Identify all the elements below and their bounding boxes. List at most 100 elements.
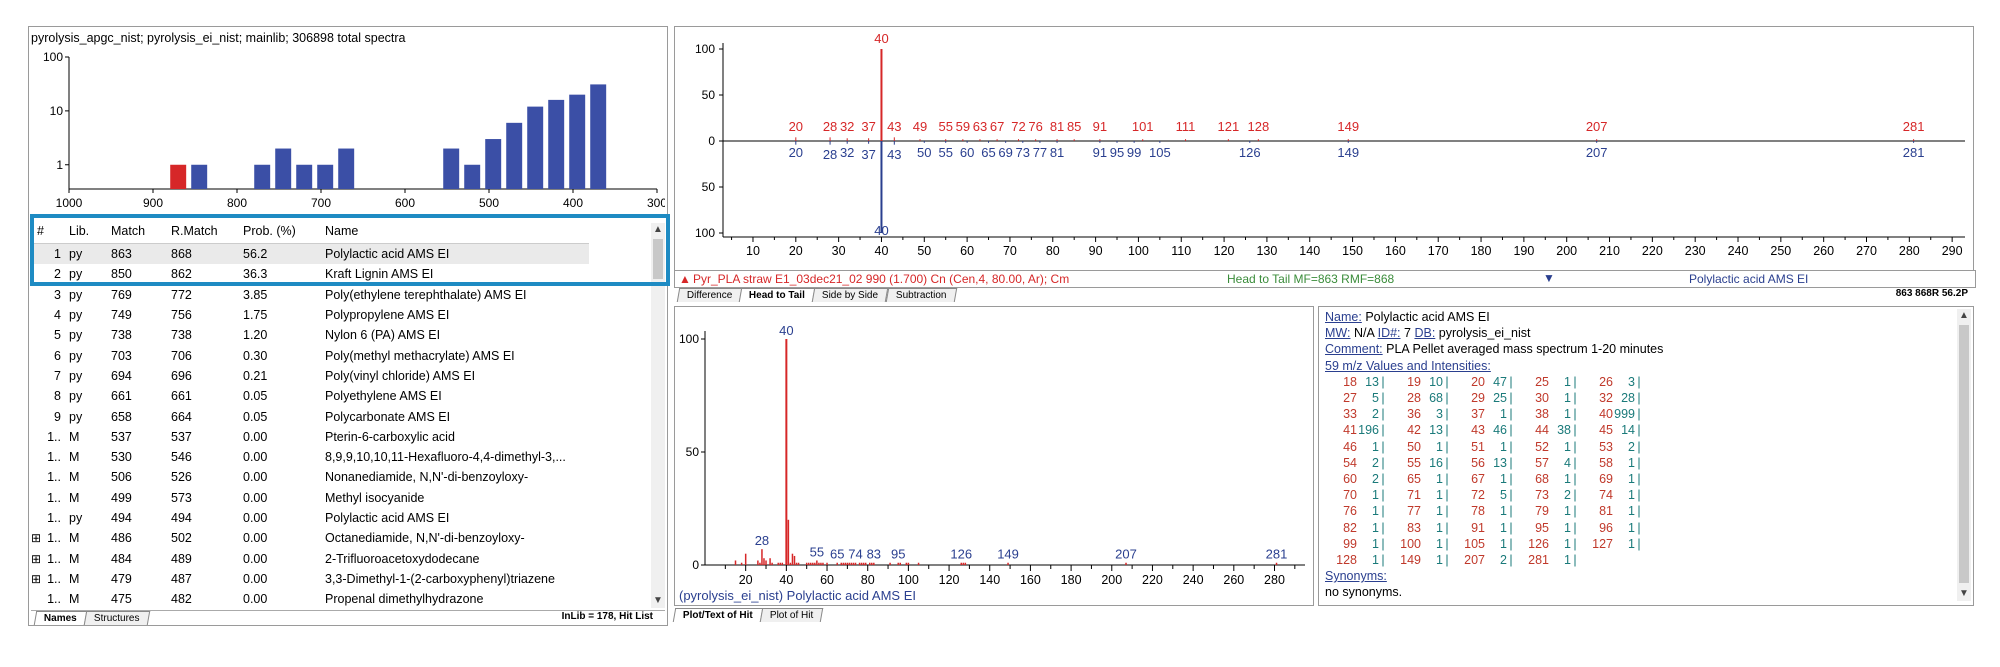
hit-number: 9 — [54, 409, 61, 424]
unknown-peak-label: 28 — [823, 119, 837, 134]
hit-rmatch: 738 — [171, 328, 192, 343]
name-label[interactable]: Name: — [1325, 310, 1362, 324]
hit-match: 738 — [111, 328, 132, 343]
intensity-cell: 72 5 | — [1453, 487, 1517, 503]
hit-row[interactable]: ⊞ 1.. M 486 502 0.00 Octanediamide, N,N'-di-be… — [31, 528, 589, 548]
col-header-name[interactable]: Name — [321, 219, 589, 244]
separator-bar: | — [1381, 439, 1385, 454]
intensity-cell: 45 14 | — [1581, 422, 1645, 438]
intensity-value: 1 — [1628, 472, 1635, 487]
hit-row[interactable]: 1.. py 494 494 0.00 Polylactic acid AMS EI — [33, 508, 589, 528]
tab-head-to-tail[interactable]: Head to Tail — [739, 288, 816, 302]
hit-row[interactable]: 1.. M 530 546 0.00 8,9,9,10,10,11-Hexafluoro-… — [33, 447, 589, 467]
col-header-prob[interactable]: Prob. (%) — [239, 219, 321, 244]
unknown-peak-label: 67 — [990, 119, 1004, 134]
selection-highlight-box — [30, 214, 670, 286]
hit-name: Pterin-6-carboxylic acid — [325, 429, 455, 444]
hit-row[interactable]: 3 py 769 772 3.85 Poly(ethylene terephthalate… — [33, 285, 589, 305]
mz-value: 126 — [1528, 536, 1549, 551]
hit-row[interactable]: 8 py 661 661 0.05 Polyethylene AMS EI — [33, 386, 589, 406]
hit-row[interactable]: 6 py 703 706 0.30 Poly(methyl methacrylate) A… — [33, 345, 589, 365]
hit-row[interactable]: 1.. M 506 526 0.00 Nonanediamide, N,N'-di-ben… — [33, 467, 589, 487]
scroll-down-icon[interactable]: ▼ — [1959, 588, 1969, 599]
intensity-cell: 38 1 | — [1517, 406, 1581, 422]
tab-structures[interactable]: Structures — [83, 611, 150, 625]
hit-prob: 56.2 — [239, 243, 321, 265]
synonyms-label[interactable]: Synonyms: — [1325, 569, 1387, 584]
scroll-down-icon[interactable]: ▼ — [653, 595, 663, 606]
library-peak-label: 32 — [840, 145, 854, 160]
tab-plot-text-of-hit[interactable]: Plot/Text of Hit — [672, 608, 764, 622]
hit-row[interactable]: 1.. M 499 573 0.00 Methyl isocyanide — [33, 488, 589, 508]
scroll-thumb[interactable] — [653, 239, 663, 279]
unknown-peak-label: 81 — [1050, 119, 1064, 134]
mz-value: 45 — [1599, 423, 1613, 438]
library-spectrum-label[interactable]: Polylactic acid AMS EI — [1689, 272, 1809, 286]
col-header-match[interactable]: Match — [107, 219, 167, 244]
tab-side-by-side[interactable]: Side by Side — [812, 288, 889, 302]
hit-row[interactable]: 1.. M 537 537 0.00 Pterin-6-carboxylic acid — [33, 427, 589, 447]
hist-bar — [443, 148, 460, 189]
scroll-thumb[interactable] — [1959, 325, 1969, 583]
intensity-cell: 70 1 | — [1325, 487, 1389, 503]
scroll-up-icon[interactable]: ▲ — [1959, 310, 1969, 321]
intensity-row: 54 2 | 55 16 | 56 13 | 57 4 | 58 1 | — [1325, 455, 1663, 471]
hit-row[interactable]: 4 py 749 756 1.75 Polypropylene AMS EI — [33, 305, 589, 325]
intensity-cell: 95 1 | — [1517, 520, 1581, 536]
unknown-peak-label: 32 — [840, 119, 854, 134]
mw-label[interactable]: MW: — [1325, 326, 1351, 341]
hit-row[interactable]: 1.. M 475 482 0.00 Propenal dimethylhydrazone — [33, 589, 589, 609]
id-label[interactable]: ID#: — [1377, 326, 1401, 341]
comment-label[interactable]: Comment: — [1325, 342, 1383, 357]
mz-value: 25 — [1535, 374, 1549, 389]
values-heading[interactable]: 59 m/z Values and Intensities: — [1325, 358, 1491, 373]
tab-subtraction[interactable]: Subtraction — [885, 288, 957, 302]
intensity-row: 99 1 | 100 1 | 105 1 | 126 1 | 127 1 | — [1325, 536, 1663, 552]
separator-bar: | — [1637, 391, 1641, 406]
tab-names[interactable]: Names — [33, 611, 88, 625]
intensity-cell: 32 28 | — [1581, 390, 1645, 406]
library-dropdown-icon[interactable]: ▼ — [1543, 271, 1555, 285]
hit-row[interactable]: 9 py 658 664 0.05 Polycarbonate AMS EI — [33, 406, 589, 426]
tab-difference[interactable]: Difference — [676, 288, 743, 302]
hit-rmatch: 482 — [171, 592, 192, 607]
hit-number-text: 1.. — [47, 551, 61, 566]
hit-number: 6 — [54, 348, 61, 363]
intensity-row: 46 1 | 50 1 | 51 1 | 52 1 | 53 2 | — [1325, 439, 1663, 455]
hit-peak-label: 126 — [950, 547, 972, 562]
hit-row[interactable]: 5 py 738 738 1.20 Nylon 6 (PA) AMS EI — [33, 325, 589, 345]
tab-plot-of-hit[interactable]: Plot of Hit — [759, 608, 824, 622]
expand-icon[interactable]: ⊞ — [31, 571, 42, 586]
expand-icon[interactable]: ⊞ — [31, 531, 42, 546]
intensity-cell: 37 1 | — [1453, 406, 1517, 422]
separator-bar: | — [1637, 455, 1641, 470]
hit-list-scrollbar[interactable]: ▲ ▼ — [651, 223, 665, 608]
hist-bar — [296, 164, 313, 189]
col-header-lib[interactable]: Lib. — [65, 219, 107, 244]
intensity-value: 999 — [1614, 407, 1635, 422]
intensity-cell: 27 5 | — [1325, 390, 1389, 406]
synonyms-value: no synonyms. — [1325, 585, 1403, 600]
hit-row[interactable]: 2 py 850 862 36.3 Kraft Lignin AMS EI — [33, 264, 589, 284]
unknown-spectrum-label[interactable]: Pyr_PLA straw E1_03dec21_02 990 (1.700) … — [693, 272, 1070, 286]
intensity-cell: 36 3 | — [1389, 406, 1453, 422]
hit-text-scrollbar[interactable]: ▲ ▼ — [1957, 309, 1971, 601]
separator-bar: | — [1445, 423, 1449, 438]
hist-bar — [506, 122, 523, 189]
expand-icon[interactable]: ⊞ — [31, 551, 42, 566]
intensity-cell: 105 1 | — [1453, 536, 1517, 552]
col-header-number[interactable]: # — [33, 219, 65, 244]
hit-row[interactable]: ⊞ 1.. M 479 487 0.00 3,3-Dimethyl-1-(2-carboxy… — [31, 569, 589, 589]
unknown-peak-label: 111 — [1176, 119, 1196, 134]
ht-x-tick-label: 40 — [875, 244, 889, 258]
hit-x-tick-label: 160 — [1020, 573, 1041, 587]
hit-row[interactable]: 7 py 694 696 0.21 Poly(vinyl chloride) AMS EI — [33, 366, 589, 386]
col-header-rmatch[interactable]: R.Match — [167, 219, 239, 244]
scroll-up-icon[interactable]: ▲ — [653, 224, 663, 235]
db-label[interactable]: DB: — [1414, 326, 1436, 341]
hit-row[interactable]: ⊞ 1.. M 484 489 0.00 2-Trifluoroacetoxydodecan… — [31, 548, 589, 568]
intensity-cell: 55 16 | — [1389, 455, 1453, 471]
hit-row[interactable]: 1 py 863 868 56.2 Polylactic acid AMS EI — [33, 243, 589, 265]
intensity-value: 1 — [1500, 439, 1507, 454]
library-peak-label: 281 — [1903, 145, 1925, 160]
